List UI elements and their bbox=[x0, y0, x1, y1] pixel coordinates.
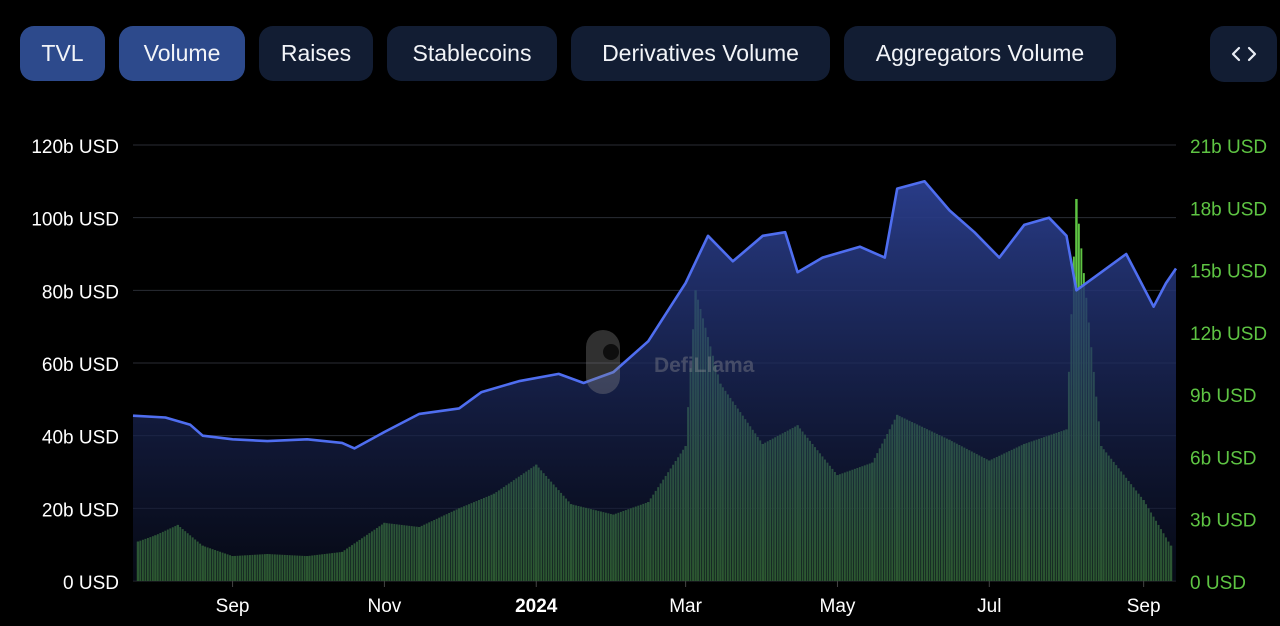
x-axis-tick-label: 2024 bbox=[515, 596, 558, 617]
watermark-text: DefiLlama bbox=[654, 354, 755, 377]
left-axis-tick-label: 40b USD bbox=[42, 428, 119, 449]
tab-derivatives-volume[interactable]: Derivatives Volume bbox=[571, 26, 830, 81]
x-axis-tick-label: Mar bbox=[669, 596, 702, 617]
chevrons-icon bbox=[1231, 46, 1256, 62]
x-axis-tick-label: Nov bbox=[368, 596, 402, 617]
x-axis-tick-label: Sep bbox=[1127, 596, 1161, 617]
tvl-area bbox=[133, 181, 1176, 582]
right-axis: 0 USD 3b USD 6b USD 9b USD 12b USD 15b USD 18b… bbox=[1190, 137, 1267, 594]
left-axis: 0 USD 20b USD 40b USD 60b USD 80b USD 100b US… bbox=[31, 137, 119, 594]
left-axis-tick-label: 0 USD bbox=[63, 573, 119, 594]
chart-tabs: TVL Volume Raises Stablecoins Derivative… bbox=[20, 26, 1280, 82]
x-axis: Sep Nov 2024 Mar May Jul Sep bbox=[216, 581, 1161, 617]
x-axis-tick-label: Sep bbox=[216, 596, 250, 617]
tvl-volume-chart: DefiLlama 0 USD 20b USD 40b USD 60b USD 80b … bbox=[0, 110, 1280, 621]
tab-aggregators-volume[interactable]: Aggregators Volume bbox=[844, 26, 1116, 81]
right-axis-tick-label: 9b USD bbox=[1190, 386, 1257, 407]
tab-tvl[interactable]: TVL bbox=[20, 26, 105, 81]
right-axis-tick-label: 6b USD bbox=[1190, 448, 1257, 469]
right-axis-tick-label: 3b USD bbox=[1190, 511, 1257, 532]
code-brackets-icon[interactable] bbox=[1210, 26, 1277, 82]
x-axis-tick-label: Jul bbox=[977, 596, 1001, 617]
left-axis-tick-label: 80b USD bbox=[42, 282, 119, 303]
right-axis-tick-label: 15b USD bbox=[1190, 262, 1267, 283]
left-axis-tick-label: 100b USD bbox=[31, 210, 119, 231]
right-axis-tick-label: 0 USD bbox=[1190, 573, 1246, 594]
tvl-line bbox=[132, 180, 1178, 450]
left-axis-tick-label: 120b USD bbox=[31, 137, 119, 158]
x-axis-tick-label: May bbox=[820, 596, 856, 617]
left-axis-tick-label: 60b USD bbox=[42, 355, 119, 376]
right-axis-tick-label: 18b USD bbox=[1190, 199, 1267, 220]
tab-raises[interactable]: Raises bbox=[259, 26, 373, 81]
tab-stablecoins[interactable]: Stablecoins bbox=[387, 26, 557, 81]
defillama-watermark: DefiLlama bbox=[586, 330, 755, 394]
right-axis-tick-label: 21b USD bbox=[1190, 137, 1267, 158]
right-axis-tick-label: 12b USD bbox=[1190, 324, 1267, 345]
left-axis-tick-label: 20b USD bbox=[42, 500, 119, 521]
tab-volume[interactable]: Volume bbox=[119, 26, 245, 81]
chart-svg: DefiLlama 0 USD 20b USD 40b USD 60b USD 80b … bbox=[31, 137, 1267, 617]
